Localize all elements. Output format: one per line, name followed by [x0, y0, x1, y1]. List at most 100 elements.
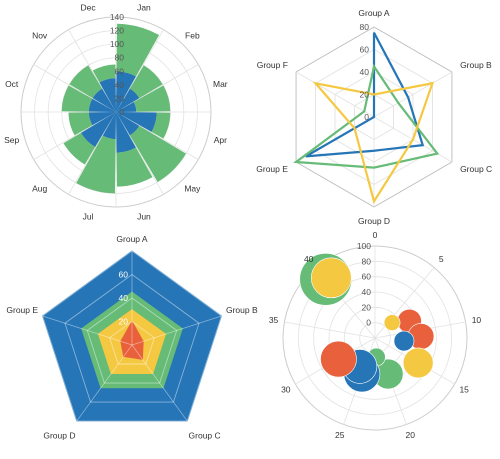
angular-gridline: [33, 64, 117, 113]
radial-gridline: [109, 320, 155, 365]
category-label: Mar: [213, 79, 228, 89]
radial-tick-label: 0: [119, 107, 124, 117]
category-label: Aug: [32, 183, 47, 193]
series-line: [312, 81, 435, 205]
angle-tick-label: 40: [304, 254, 314, 264]
bar-segment: [88, 112, 116, 126]
angular-gridline: [115, 64, 199, 113]
bar-segment: [69, 65, 103, 99]
filled-radar-chart: 20 40 60 80 Group A Group B Group C Group D Grou…: [6, 234, 258, 440]
category-label: Jun: [137, 211, 151, 221]
radial-tick-label: 40: [115, 80, 125, 90]
radial-gridline: [86, 297, 178, 384]
angular-gridline: [115, 111, 199, 160]
category-label: Sep: [4, 135, 19, 145]
radial-gridline: [42, 250, 222, 422]
radial-tick-label: 80: [119, 246, 129, 256]
series-line: [293, 63, 440, 169]
bar-segment: [116, 88, 140, 112]
radial-tick-label: 20: [362, 302, 372, 312]
category-label: Nov: [32, 31, 48, 41]
bar-segment: [133, 85, 171, 112]
radial-tick-label: 140: [110, 12, 124, 22]
angular-gridline: [115, 29, 164, 113]
radial-tick-label: 20: [119, 317, 129, 327]
radar-chart: 0 20 40 60 80 Group A Group B Group C Group D Gro…: [256, 8, 492, 226]
bar-segment: [99, 78, 116, 112]
angle-tick-label: 0: [373, 230, 378, 240]
category-label: Group B: [226, 305, 258, 315]
category-label: Group D: [358, 216, 390, 226]
category-label: Feb: [185, 31, 200, 41]
bar-segment: [116, 112, 136, 153]
category-label: Oct: [5, 79, 19, 89]
radial-tick-label: 0: [364, 112, 369, 122]
angular-gridline: [68, 111, 117, 195]
bar-segment: [116, 23, 160, 77]
series-area: [120, 320, 144, 360]
bar-segment: [116, 112, 157, 132]
radial-tick-label: 40: [119, 293, 129, 303]
radial-tick-label: 0: [366, 318, 371, 328]
bar-segment: [92, 88, 116, 112]
angular-gridline: [131, 344, 188, 422]
bar-segment: [129, 125, 186, 182]
category-label: Apr: [214, 135, 227, 145]
angle-tick-label: 20: [405, 430, 415, 440]
bar-segment: [116, 112, 140, 136]
bubble: [402, 347, 434, 379]
bar-segment: [88, 98, 116, 112]
bar-segment: [116, 71, 136, 112]
category-label: Group B: [460, 60, 492, 70]
category-label: Group D: [43, 430, 75, 440]
angle-tick-label: 25: [335, 430, 345, 440]
bar-segment: [92, 64, 116, 83]
bar-segment: [76, 135, 116, 194]
radial-tick-label: 40: [362, 287, 372, 297]
angle-tick-label: 10: [472, 315, 482, 325]
category-label: Group C: [460, 164, 492, 174]
radial-tick-label: 60: [360, 45, 370, 55]
bar-segment: [81, 112, 116, 147]
angular-gridline: [42, 315, 133, 346]
category-label: Group E: [6, 305, 38, 315]
bar-segment: [116, 102, 137, 112]
bubble: [393, 330, 415, 352]
radial-tick-label: 60: [115, 66, 125, 76]
category-label: Group F: [257, 60, 288, 70]
bubble: [310, 257, 352, 299]
category-label: Group A: [116, 234, 148, 244]
radial-tick-label: 80: [360, 22, 370, 32]
category-label: Group A: [358, 8, 390, 18]
bar-segment: [102, 112, 116, 140]
bar-segment: [68, 112, 93, 136]
bar-segment: [116, 147, 153, 187]
angular-gridline: [33, 111, 117, 160]
radial-tick-label: 80: [115, 53, 125, 63]
radial-tick-label: 60: [362, 272, 372, 282]
bubble: [383, 314, 401, 331]
radial-tick-label: 120: [110, 26, 124, 36]
category-label: Group C: [189, 430, 221, 440]
angle-tick-label: 15: [459, 385, 469, 395]
category-label: Dec: [80, 3, 96, 13]
angular-gridline: [76, 344, 133, 422]
bar-segment: [61, 85, 93, 112]
radial-tick-label: 60: [119, 270, 129, 280]
series-line: [305, 32, 425, 158]
angle-tick-label: 5: [439, 254, 444, 264]
category-label: May: [184, 183, 201, 193]
radial-tick-label: 80: [362, 256, 372, 266]
radial-tick-label: 40: [360, 67, 370, 77]
category-label: Jul: [83, 211, 94, 221]
angular-gridline: [131, 315, 222, 346]
category-label: Group E: [256, 164, 288, 174]
radial-tick-label: 20: [360, 90, 370, 100]
angular-gridline: [68, 29, 117, 113]
angular-gridline: [373, 71, 453, 118]
angular-gridline: [115, 111, 164, 195]
category-label: Jan: [137, 3, 151, 13]
radial-tick-label: 100: [357, 241, 371, 251]
radial-tick-label: 100: [110, 39, 124, 49]
